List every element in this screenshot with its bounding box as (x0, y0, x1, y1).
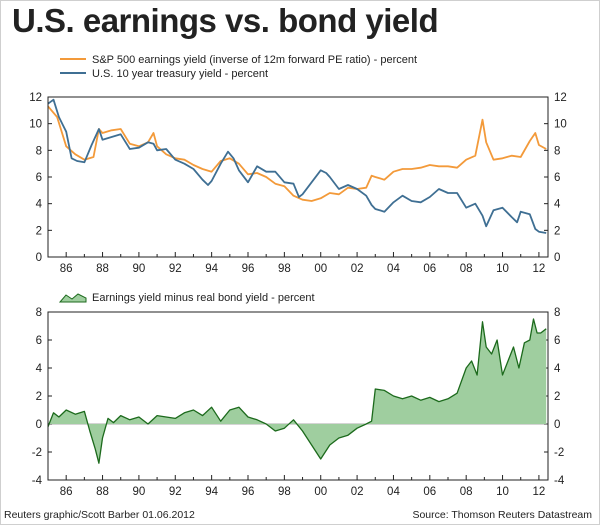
y-tick-label-right: 0 (554, 419, 560, 431)
x-tick-label: 10 (496, 486, 509, 498)
x-tick-label: 96 (242, 263, 255, 275)
x-tick-label: 88 (96, 486, 109, 498)
y-tick-label-left: 8 (36, 145, 42, 157)
y-tick-label-left: -4 (32, 475, 43, 487)
x-tick-label: 06 (423, 486, 436, 498)
x-tick-label: 04 (387, 263, 400, 275)
spread-area (48, 319, 547, 464)
x-tick-label: 12 (533, 486, 546, 498)
y-tick-label-left: 0 (36, 252, 42, 264)
x-tick-label: 88 (96, 263, 109, 275)
y-tick-label-right: 8 (554, 307, 560, 319)
y-tick-label-right: 10 (554, 119, 567, 131)
y-tick-label-right: 2 (554, 225, 560, 237)
y-tick-label-left: 6 (36, 335, 42, 347)
x-tick-label: 86 (60, 263, 73, 275)
y-tick-label-right: 8 (554, 145, 560, 157)
x-tick-label: 92 (169, 486, 182, 498)
y-tick-label-right: -4 (554, 475, 565, 487)
x-tick-label: 12 (533, 263, 546, 275)
y-tick-label-right: 6 (554, 335, 560, 347)
x-tick-label: 90 (133, 263, 146, 275)
legend-label: S&P 500 earnings yield (inverse of 12m f… (92, 54, 417, 66)
y-tick-label-left: 10 (29, 119, 42, 131)
x-tick-label: 00 (314, 263, 327, 275)
x-tick-label: 92 (169, 263, 182, 275)
treasury-yield-line (47, 98, 547, 234)
legend-label: U.S. 10 year treasury yield - percent (92, 68, 268, 80)
y-tick-label-left: 2 (36, 391, 42, 403)
source-text: Source: Thomson Reuters Datastream (412, 509, 592, 521)
x-tick-label: 00 (314, 486, 327, 498)
y-tick-label-left: 12 (29, 92, 42, 104)
bottom-panel-border (47, 311, 549, 481)
x-tick-label: 02 (351, 263, 364, 275)
page-title: U.S. earnings vs. bond yield (12, 2, 439, 39)
x-tick-label: 08 (460, 263, 473, 275)
x-tick-label: 94 (205, 263, 218, 275)
y-tick-label-right: 12 (554, 92, 567, 104)
legend-label: Earnings yield minus real bond yield - p… (92, 292, 315, 304)
x-tick-label: 98 (278, 263, 291, 275)
x-tick-label: 90 (133, 486, 146, 498)
y-tick-label-left: 2 (36, 225, 42, 237)
spread-line (47, 318, 547, 464)
y-tick-label-left: 4 (36, 363, 43, 375)
x-tick-label: 10 (496, 263, 509, 275)
y-tick-label-right: 4 (554, 363, 561, 375)
y-tick-label-right: 0 (554, 252, 560, 264)
x-tick-label: 04 (387, 486, 400, 498)
x-tick-label: 94 (205, 486, 218, 498)
y-tick-label-right: 4 (554, 199, 561, 211)
x-tick-label: 06 (423, 263, 436, 275)
legend-swatch (58, 293, 87, 303)
x-tick-label: 08 (460, 486, 473, 498)
y-tick-label-left: 8 (36, 307, 42, 319)
earnings-yield-line (47, 105, 547, 202)
y-tick-label-left: -2 (32, 447, 42, 459)
x-tick-label: 98 (278, 486, 291, 498)
top-panel-border (47, 96, 549, 258)
y-tick-label-left: 6 (36, 172, 42, 184)
y-tick-label-left: 0 (36, 419, 42, 431)
y-tick-label-left: 4 (36, 199, 43, 211)
y-tick-label-right: 6 (554, 172, 560, 184)
x-tick-label: 02 (351, 486, 364, 498)
x-tick-label: 96 (242, 486, 255, 498)
y-tick-label-right: -2 (554, 447, 564, 459)
y-tick-label-right: 2 (554, 391, 560, 403)
credit-text: Reuters graphic/Scott Barber 01.06.2012 (4, 509, 195, 521)
x-tick-label: 86 (60, 486, 73, 498)
